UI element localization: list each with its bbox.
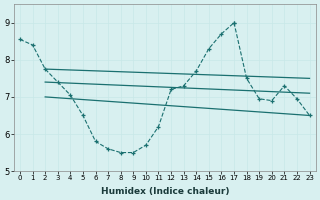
X-axis label: Humidex (Indice chaleur): Humidex (Indice chaleur) <box>100 187 229 196</box>
